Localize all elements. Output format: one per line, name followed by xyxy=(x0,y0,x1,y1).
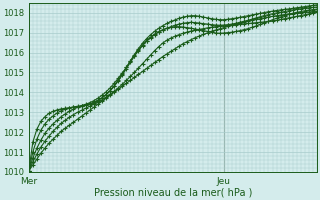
X-axis label: Pression niveau de la mer( hPa ): Pression niveau de la mer( hPa ) xyxy=(94,187,252,197)
